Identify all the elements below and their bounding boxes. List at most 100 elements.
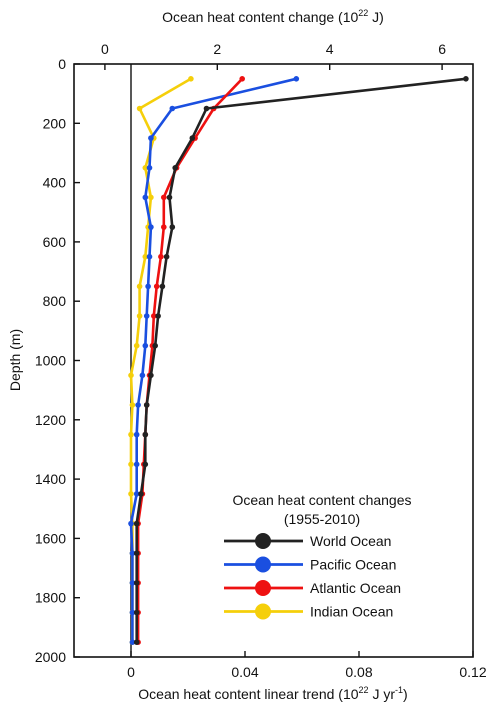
series-point-indian-ocean <box>128 431 134 438</box>
legend: Ocean heat content changes (1955-2010) W… <box>224 492 412 620</box>
series-point-pacific-ocean <box>169 105 176 112</box>
y-axis-tick-label: 200 <box>43 115 67 131</box>
series-point-pacific-ocean <box>146 165 153 171</box>
y-axis-tick-label: 2000 <box>35 649 66 665</box>
top-axis-tick-label: 4 <box>326 41 334 57</box>
series-point-atlantic-ocean <box>239 76 245 82</box>
series-point-world-ocean <box>169 224 176 230</box>
legend-marker-atlantic-ocean <box>255 580 271 596</box>
legend-label-world-ocean: World Ocean <box>310 533 391 549</box>
bottom-axis: 0 0.04 0.08 0.12 <box>127 651 487 680</box>
series-point-pacific-ocean <box>142 194 149 201</box>
series-point-world-ocean <box>142 461 149 468</box>
series-point-world-ocean <box>189 135 196 141</box>
series-point-world-ocean <box>133 580 140 586</box>
bottom-axis-tick-label: 0.12 <box>459 664 486 680</box>
series-point-pacific-ocean <box>143 313 150 319</box>
series-point-indian-ocean <box>128 372 134 379</box>
series-point-pacific-ocean <box>142 342 149 349</box>
y-axis-tick-label: 400 <box>43 175 67 191</box>
legend-title-line1: Ocean heat content changes <box>232 492 411 508</box>
series-point-pacific-ocean <box>133 461 140 468</box>
y-axis-tick-label: 1400 <box>35 471 66 487</box>
series-point-world-ocean <box>463 76 469 82</box>
series-point-pacific-ocean <box>129 550 136 556</box>
series-line-pacific-ocean <box>129 77 297 643</box>
series-point-world-ocean <box>133 609 140 616</box>
y-axis-title: Depth (m) <box>7 329 23 391</box>
legend-label-atlantic-ocean: Atlantic Ocean <box>310 580 401 596</box>
y-axis-tick-label: 800 <box>43 293 67 309</box>
series-point-indian-ocean <box>128 461 134 468</box>
legend-marker-pacific-ocean <box>255 556 271 573</box>
series-point-atlantic-ocean <box>161 224 167 230</box>
series-point-world-ocean <box>155 313 161 319</box>
series-point-pacific-ocean <box>133 431 140 438</box>
series-point-pacific-ocean <box>293 76 300 82</box>
legend-marker-world-ocean <box>255 533 271 549</box>
series-pacific-ocean <box>128 76 300 645</box>
y-axis-tick-label: 0 <box>58 56 66 72</box>
bottom-axis-tick-label: 0.08 <box>345 664 372 680</box>
series-point-indian-ocean <box>188 76 194 82</box>
top-axis-tick-label: 2 <box>213 41 221 57</box>
series-point-indian-ocean <box>142 253 149 260</box>
series-point-indian-ocean <box>148 194 154 201</box>
series-point-pacific-ocean <box>135 402 141 408</box>
series-point-indian-ocean <box>136 283 143 290</box>
series-point-indian-ocean <box>136 105 143 112</box>
legend-title-line2: (1955-2010) <box>284 511 360 527</box>
series-point-world-ocean <box>159 283 166 290</box>
series-line-indian-ocean <box>129 77 192 643</box>
series-point-world-ocean <box>142 431 149 438</box>
series-point-world-ocean <box>172 165 178 171</box>
bottom-axis-title: Ocean heat content linear trend (1022 J … <box>138 685 407 702</box>
series-point-atlantic-ocean <box>161 194 167 201</box>
series-point-world-ocean <box>143 402 150 408</box>
bottom-axis-tick-label: 0.04 <box>231 664 258 680</box>
legend-label-indian-ocean: Indian Ocean <box>310 604 393 620</box>
series-point-world-ocean <box>133 550 140 556</box>
series-world-ocean <box>133 76 469 645</box>
series-point-world-ocean <box>138 491 144 497</box>
series-point-world-ocean <box>203 105 210 112</box>
series-point-pacific-ocean <box>128 520 134 527</box>
series-point-pacific-ocean <box>145 283 151 290</box>
y-axis-tick-label: 1200 <box>35 412 66 428</box>
top-axis-tick-label: 6 <box>438 41 446 57</box>
top-axis-tick-label: 0 <box>101 41 109 57</box>
series-point-atlantic-ocean <box>153 283 160 290</box>
series-point-pacific-ocean <box>133 491 140 497</box>
series-line-world-ocean <box>135 77 467 643</box>
series-point-world-ocean <box>133 520 140 527</box>
series-group <box>128 76 469 645</box>
series-point-indian-ocean <box>142 165 149 171</box>
series-point-pacific-ocean <box>139 372 146 379</box>
series-point-indian-ocean <box>133 342 140 349</box>
series-point-atlantic-ocean <box>158 253 164 260</box>
series-point-atlantic-ocean <box>151 313 157 319</box>
series-point-pacific-ocean <box>129 609 136 616</box>
series-point-indian-ocean <box>128 491 134 497</box>
legend-marker-indian-ocean <box>255 603 271 620</box>
series-point-world-ocean <box>152 342 158 349</box>
top-axis-title: Ocean heat content change (1022 J) <box>162 8 384 25</box>
y-axis-tick-label: 1000 <box>35 353 66 369</box>
series-point-world-ocean <box>166 194 173 201</box>
series-point-pacific-ocean <box>148 135 154 141</box>
top-axis: 0 2 4 6 <box>101 41 446 70</box>
y-axis-tick-label: 600 <box>43 234 67 250</box>
series-point-pacific-ocean <box>148 224 154 230</box>
series-point-indian-ocean <box>129 402 136 408</box>
bottom-axis-tick-label: 0 <box>127 664 135 680</box>
series-point-world-ocean <box>163 253 170 260</box>
y-axis-tick-label: 1600 <box>35 530 66 546</box>
series-point-pacific-ocean <box>129 639 136 645</box>
series-point-pacific-ocean <box>146 253 153 260</box>
series-point-pacific-ocean <box>129 580 136 586</box>
y-axis: 0 200 400 600 800 1000 1200 1400 1600 1800 2000 <box>35 56 80 665</box>
y-axis-tick-label: 1800 <box>35 590 66 606</box>
series-point-indian-ocean <box>136 313 143 319</box>
series-point-world-ocean <box>148 372 154 379</box>
